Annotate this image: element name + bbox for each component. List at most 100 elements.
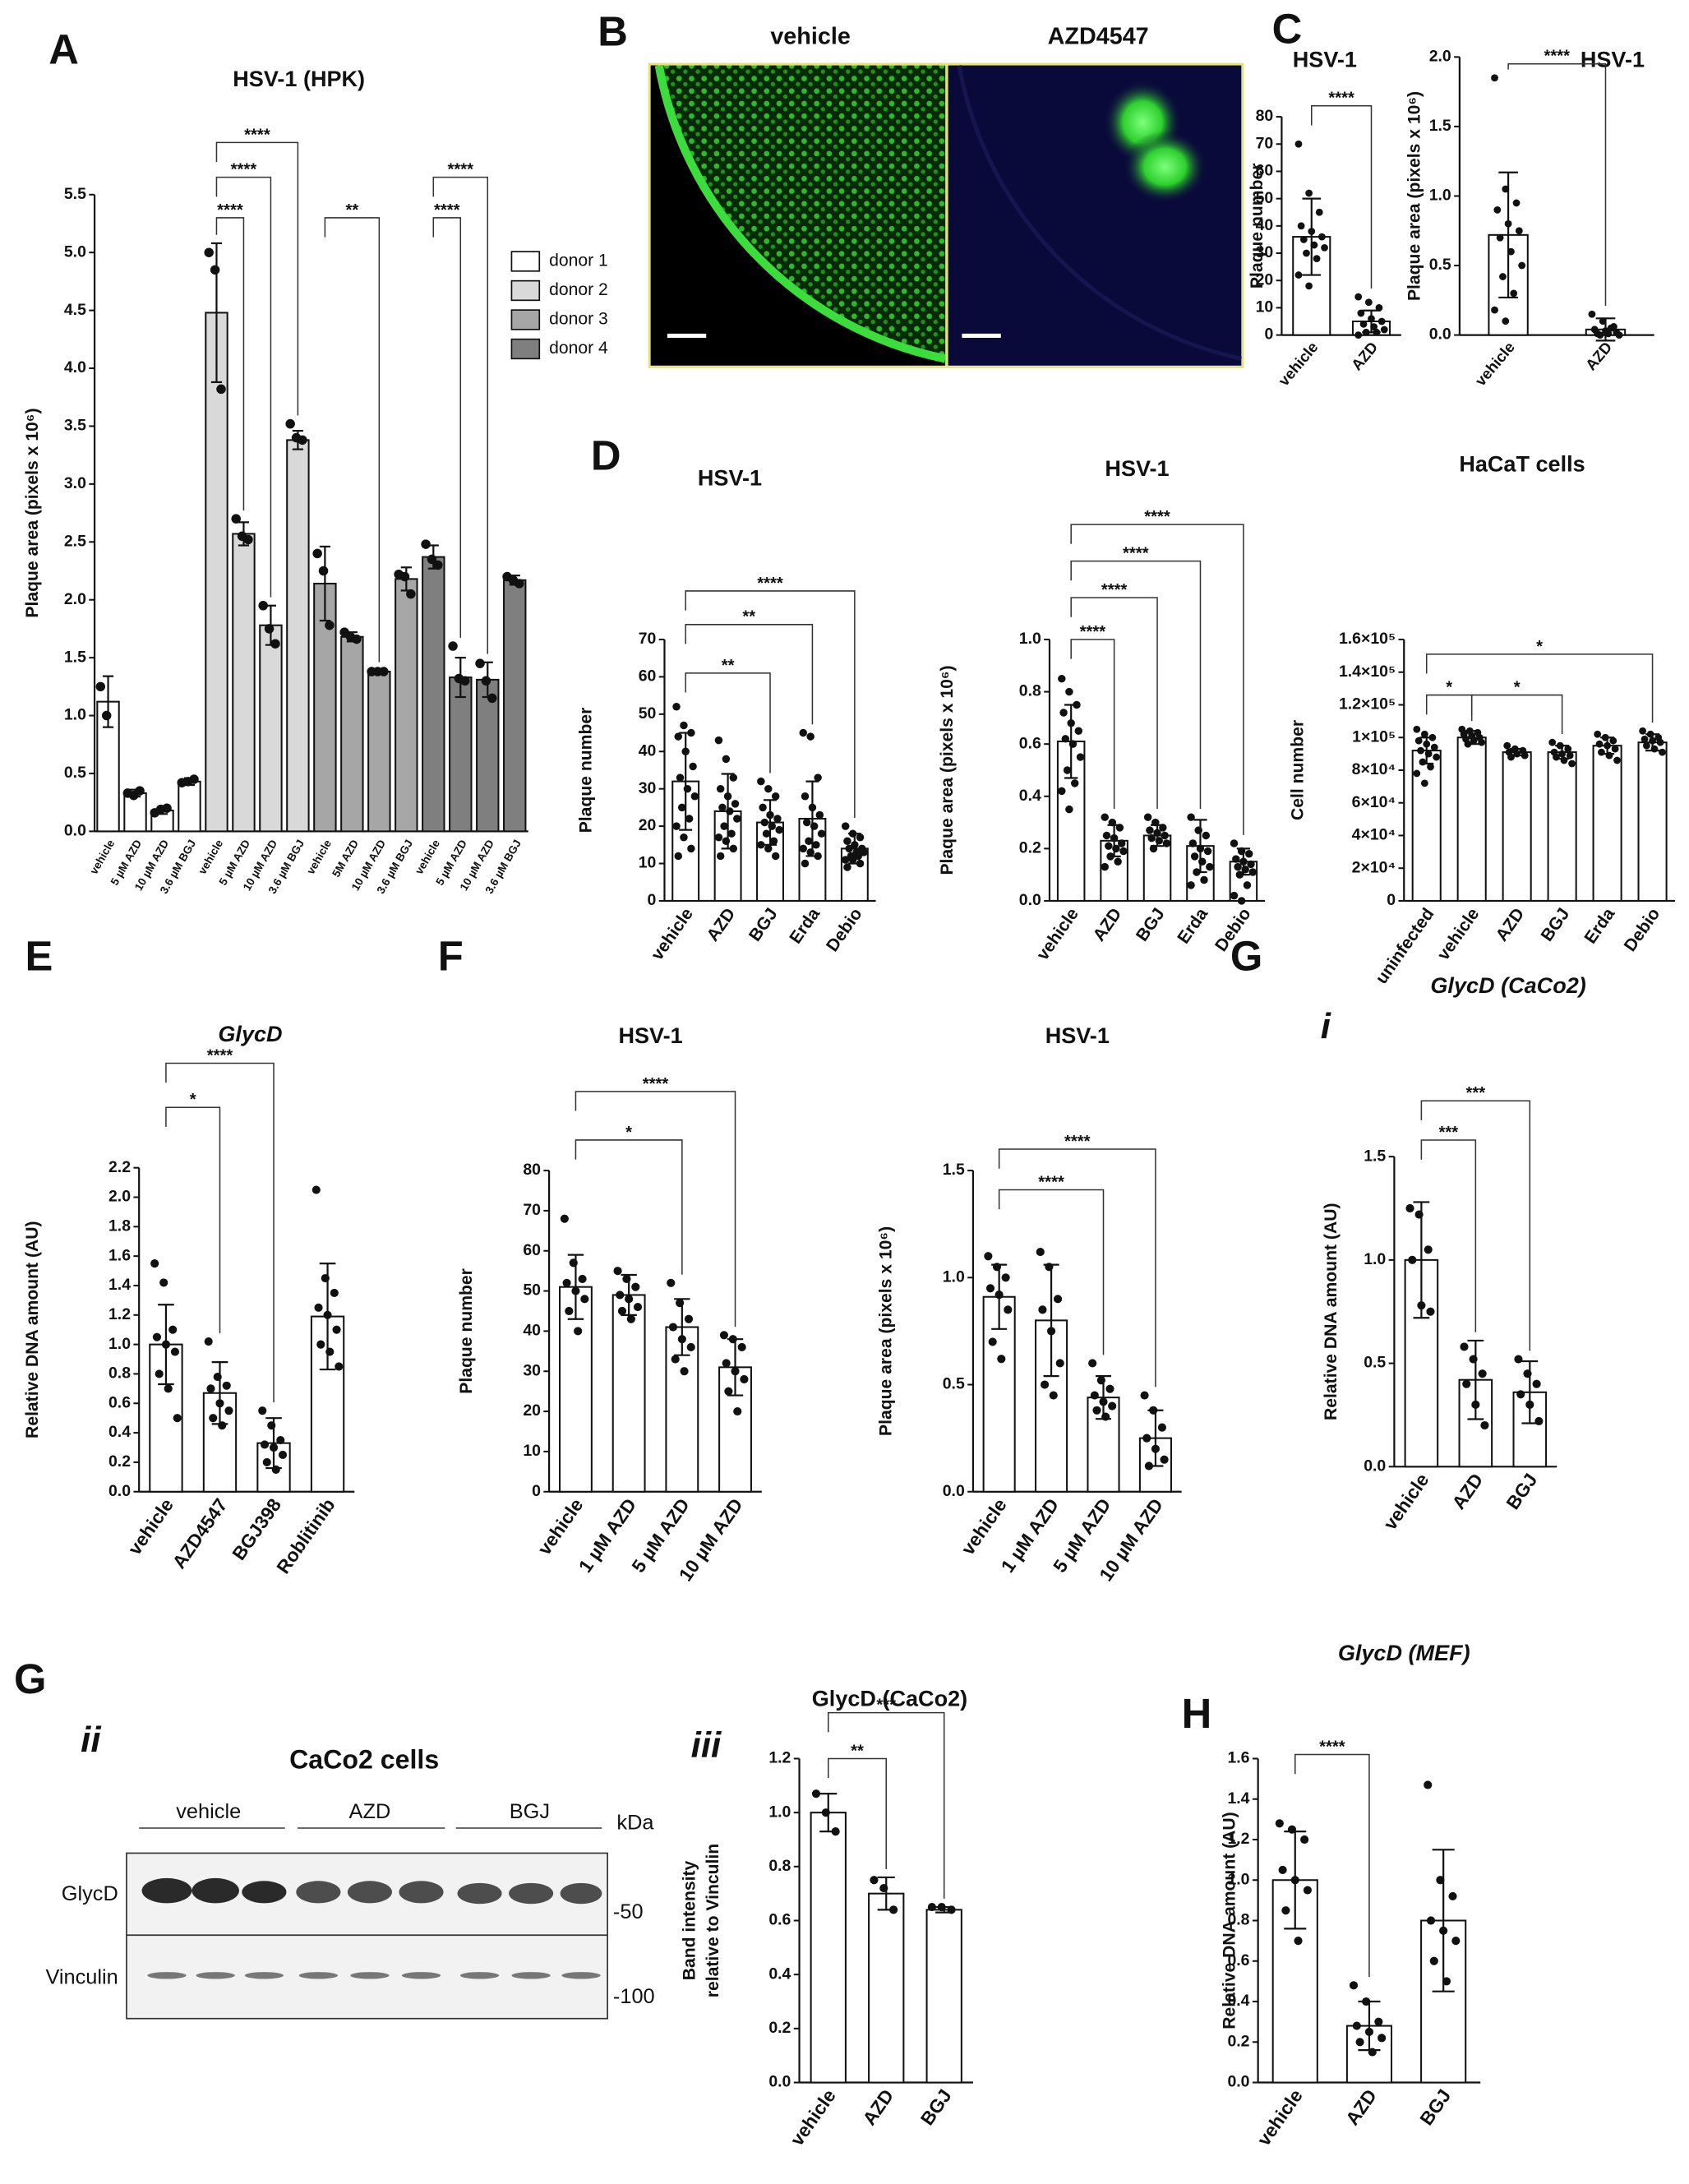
significance-bracket xyxy=(215,217,245,510)
y-tick-label: 80 xyxy=(1256,107,1274,125)
data-point xyxy=(1036,1247,1045,1257)
panel-sublabel: iii xyxy=(691,1725,722,1766)
image-label: AZD4547 xyxy=(1048,23,1149,49)
significance-label: **** xyxy=(1064,1133,1091,1151)
data-point xyxy=(1318,233,1326,241)
data-point xyxy=(1146,826,1154,834)
y-tick-label: 1.2 xyxy=(108,1305,131,1323)
data-point xyxy=(1354,293,1363,301)
micrograph xyxy=(948,65,1242,366)
y-tick-label: 0.5 xyxy=(1429,256,1451,274)
bar xyxy=(232,533,256,833)
data-point xyxy=(1507,247,1515,256)
y-tick-label: 0 xyxy=(532,1482,541,1500)
data-point xyxy=(722,755,731,764)
significance-bracket xyxy=(165,1062,275,1403)
legend-swatch xyxy=(510,279,541,302)
data-point xyxy=(1496,233,1504,242)
data-point xyxy=(1206,862,1214,871)
data-point xyxy=(1493,205,1502,214)
data-point xyxy=(1315,208,1323,216)
y-tick-label: 50 xyxy=(523,1281,541,1300)
significance-label: *** xyxy=(1439,1124,1459,1142)
data-point xyxy=(617,1306,627,1316)
y-axis-label: Plaque area (pixels x 10⁶) xyxy=(1405,91,1424,301)
significance-bracket xyxy=(685,590,856,818)
significance-bracket xyxy=(1420,1139,1477,1332)
y-tick-label: 1.8 xyxy=(108,1217,131,1235)
y-axis-label: Plaque area (pixels x 10⁶) xyxy=(23,409,42,618)
y-tick-label: 0.0 xyxy=(1429,326,1451,344)
data-point xyxy=(1303,249,1310,257)
data-point xyxy=(1147,833,1156,843)
significance-label: **** xyxy=(231,161,257,179)
bar xyxy=(611,1294,646,1493)
data-point xyxy=(674,852,682,861)
y-tick-label: 1.5 xyxy=(943,1161,965,1179)
y-tick-label: 5.5 xyxy=(64,185,86,203)
data-point xyxy=(1380,326,1388,334)
data-point xyxy=(631,1282,640,1291)
y-tick-label: 0.8 xyxy=(108,1364,131,1383)
y-tick-label: 1×10⁵ xyxy=(1352,727,1396,746)
significance-label: * xyxy=(1536,638,1543,656)
y-tick-label: 6×10⁴ xyxy=(1352,793,1396,811)
data-point xyxy=(1161,831,1169,840)
data-point xyxy=(325,620,335,630)
blot-row-label: Vinculin xyxy=(45,1965,118,1988)
y-tick-label: 70 xyxy=(523,1201,541,1219)
data-point xyxy=(1117,839,1126,847)
significance-bracket xyxy=(998,1148,1156,1388)
significance-label: **** xyxy=(643,1075,669,1093)
y-tick-label: 0.6 xyxy=(1019,734,1041,752)
blot-marker: -50 xyxy=(613,1900,644,1923)
x-tick-label: Debio xyxy=(1621,905,1664,955)
y-tick-label: 1.2 xyxy=(768,1749,791,1767)
data-point xyxy=(1611,745,1619,753)
data-point xyxy=(168,1325,178,1334)
y-axis-label: Relative DNA amount (AU) xyxy=(23,1221,42,1438)
data-point xyxy=(1420,779,1428,787)
data-point xyxy=(1357,309,1365,317)
data-point xyxy=(1300,1835,1309,1845)
data-point xyxy=(1297,222,1305,230)
y-tick-label: 1.6 xyxy=(1227,1749,1249,1767)
blot-unit: kDa xyxy=(616,1812,654,1835)
y-axis-label: Relative DNA amount (AU) xyxy=(1322,1203,1341,1420)
data-point xyxy=(298,435,307,446)
x-tick-label: BGJ xyxy=(1415,2085,1455,2129)
data-point xyxy=(860,848,868,857)
significance-label: * xyxy=(625,1124,632,1142)
bar xyxy=(868,1892,905,2084)
data-point xyxy=(135,786,145,796)
data-point xyxy=(1247,860,1255,869)
panel-label: F xyxy=(438,932,464,979)
legend-label: donor 4 xyxy=(549,339,608,358)
data-point xyxy=(729,773,738,782)
x-tick-label: vehicle xyxy=(1033,904,1082,963)
y-axis-label: Plaque number xyxy=(457,1268,476,1394)
chart-title: HSV-1 xyxy=(1045,1023,1110,1048)
y-tick-label: 0.0 xyxy=(1227,2073,1249,2091)
y-tick-label: 0.0 xyxy=(64,822,86,840)
data-point xyxy=(727,829,736,838)
data-point xyxy=(1108,1401,1117,1411)
data-point xyxy=(332,1325,341,1334)
y-tick-label: 1.6 xyxy=(108,1246,131,1264)
bar xyxy=(259,624,283,833)
y-axis-label: Cell number xyxy=(1288,720,1307,820)
data-point xyxy=(1355,2038,1364,2047)
chart-title: GlycD (MEF) xyxy=(1338,1641,1470,1665)
data-point xyxy=(1114,857,1122,866)
data-point xyxy=(152,1332,162,1341)
panel-label: H xyxy=(1182,1690,1212,1737)
data-point xyxy=(803,818,811,827)
data-point xyxy=(1352,2021,1361,2030)
data-point xyxy=(1243,881,1252,889)
data-point xyxy=(667,1278,676,1287)
data-point xyxy=(1090,1391,1099,1400)
data-point xyxy=(574,1327,583,1336)
data-point xyxy=(1232,855,1240,863)
data-point xyxy=(684,1314,694,1323)
y-tick-label: 3.5 xyxy=(64,417,86,435)
